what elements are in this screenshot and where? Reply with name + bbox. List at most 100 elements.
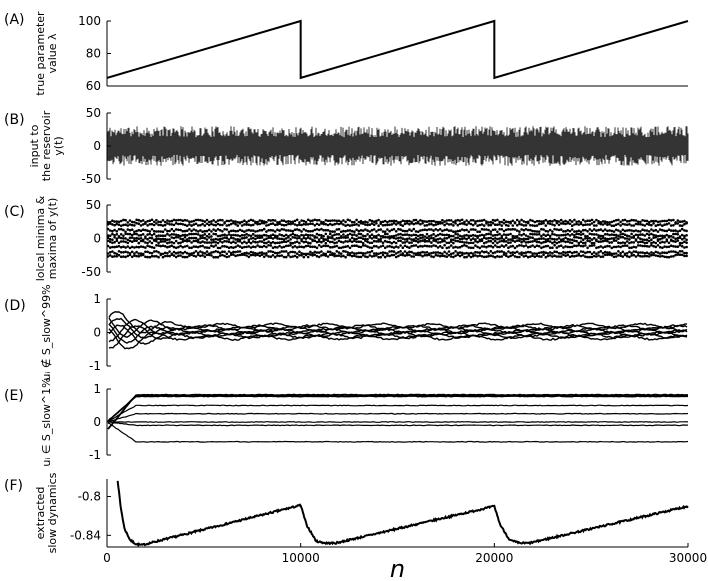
extremum-point: [601, 246, 605, 249]
extremum-point: [485, 237, 488, 240]
extremum-point: [458, 237, 462, 241]
extremum-point: [645, 254, 649, 258]
extremum-point: [650, 243, 653, 247]
extremum-point: [150, 228, 154, 231]
extremum-point: [625, 234, 629, 237]
extremum-point: [203, 246, 207, 249]
extremum-point: [645, 232, 649, 236]
extremum-point: [328, 246, 332, 249]
extremum-point: [658, 241, 662, 245]
extremum-point: [617, 250, 620, 253]
extremum-point: [225, 245, 229, 249]
extremum-point: [427, 235, 431, 238]
extremum-point: [443, 233, 446, 237]
extremum-point: [357, 232, 361, 236]
extremum-point: [496, 250, 499, 253]
extremum-point: [590, 252, 594, 256]
extremum-point: [432, 219, 435, 223]
extremum-point: [656, 251, 660, 254]
extremum-point: [399, 239, 402, 243]
extremum-point: [456, 233, 460, 236]
extremum-point: [476, 219, 479, 223]
extremum-point: [405, 219, 409, 223]
extremum-point: [309, 219, 312, 223]
extremum-point: [361, 234, 365, 238]
extremum-point: [335, 237, 339, 240]
extremum-point: [678, 229, 682, 232]
data-line: [116, 480, 689, 548]
extremum-point: [229, 229, 233, 233]
extremum-point: [359, 245, 363, 249]
extremum-point: [586, 246, 589, 250]
extremum-point: [122, 223, 125, 227]
extremum-point: [469, 219, 473, 222]
extremum-point: [452, 220, 455, 224]
extremum-point: [634, 250, 638, 253]
extremum-point: [146, 241, 149, 245]
extremum-point: [551, 230, 554, 233]
extremum-point: [243, 240, 246, 244]
extremum-point: [575, 222, 578, 226]
extremum-point: [245, 251, 248, 255]
extremum-point: [482, 228, 486, 231]
extremum-point: [111, 232, 114, 236]
extremum-point: [533, 220, 537, 224]
extremum-point: [146, 238, 149, 241]
extremum-point: [427, 219, 431, 223]
extremum-point: [425, 239, 429, 243]
extremum-point: [438, 228, 442, 231]
extremum-point: [188, 239, 191, 243]
extremum-point: [471, 237, 475, 240]
extremum-point: [581, 254, 585, 257]
extremum-point: [496, 218, 499, 222]
extremum-point: [641, 244, 644, 248]
extremum-point: [524, 244, 528, 247]
extremum-point: [471, 228, 475, 231]
extremum-point: [201, 219, 204, 222]
extremum-point: [311, 245, 314, 249]
extremum-point: [443, 237, 446, 240]
extremum-point: [111, 229, 114, 233]
extremum-point: [326, 228, 330, 232]
extremum-point: [401, 224, 405, 227]
extremum-point: [322, 234, 325, 238]
extremum-point: [614, 239, 618, 242]
extremum-point: [438, 232, 442, 236]
extremum-point: [575, 230, 578, 233]
extremum-point: [201, 254, 204, 257]
extremum-point: [381, 224, 385, 227]
extremum-point: [247, 219, 251, 223]
extremum-point: [370, 241, 374, 245]
extremum-point: [463, 241, 466, 244]
extremum-point: [229, 234, 233, 237]
extremum-point: [159, 223, 163, 227]
extremum-point: [218, 251, 222, 255]
extremum-point: [480, 250, 484, 253]
extremum-point: [221, 219, 224, 222]
extremum-point: [111, 245, 114, 249]
extremum-point: [368, 223, 372, 226]
extremum-point: [463, 229, 466, 232]
extremum-point: [557, 252, 561, 255]
extremum-point: [216, 219, 220, 222]
extremum-point: [654, 228, 658, 232]
extremum-point: [163, 223, 167, 227]
extremum-point: [284, 237, 288, 240]
extremum-point: [643, 244, 647, 248]
extremum-point: [227, 255, 231, 258]
extremum-point: [179, 244, 182, 248]
extremum-point: [139, 239, 143, 243]
extremum-point: [654, 241, 658, 245]
extremum-point: [181, 245, 185, 249]
extremum-point: [293, 233, 297, 237]
extremum-point: [632, 236, 636, 239]
extremum-point: [419, 239, 422, 243]
extremum-point: [672, 239, 675, 243]
extremum-point: [634, 255, 638, 258]
extremum-point: [234, 233, 237, 237]
extremum-point: [676, 245, 680, 248]
y-axis-label: slow dynamics: [46, 472, 59, 553]
extremum-point: [599, 255, 603, 259]
extremum-point: [566, 240, 570, 243]
